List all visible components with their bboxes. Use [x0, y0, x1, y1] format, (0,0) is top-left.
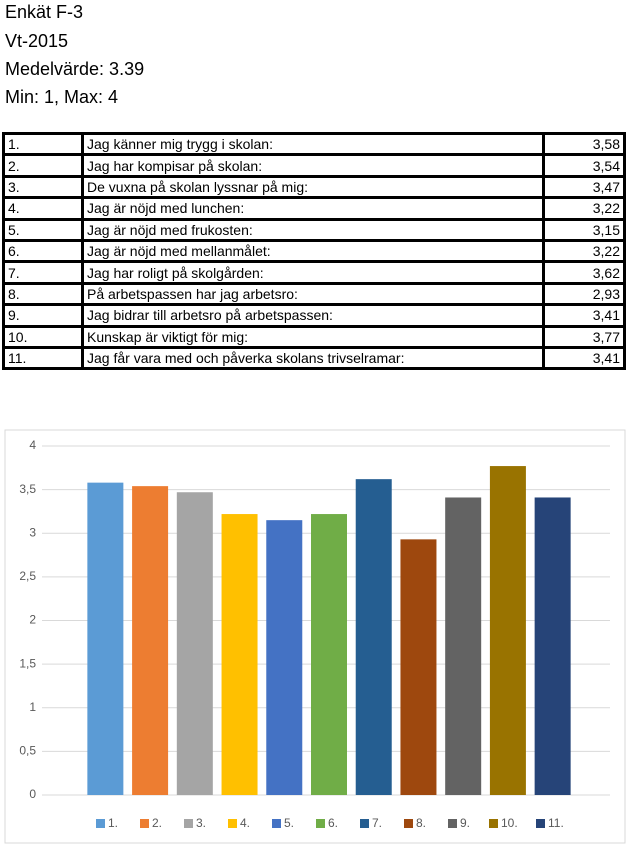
table-cell: 9.: [2, 303, 84, 328]
legend-label: 8.: [416, 816, 426, 830]
table-row: 10. Kunskap är viktigt för mig: 3,77: [2, 324, 626, 349]
y-tick-label: 0: [29, 787, 36, 801]
header-line: Vt-2015: [5, 31, 69, 51]
table-cell: 4.: [2, 196, 84, 221]
legend-swatch: [316, 819, 325, 828]
bar: [311, 514, 347, 795]
table-row: 4. Jag är nöjd med lunchen: 3,22: [2, 196, 626, 221]
y-tick-label: 2: [29, 613, 36, 627]
bar: [534, 497, 571, 795]
table-row: 3. De vuxna på skolan lyssnar på mig: 3,47: [2, 174, 626, 200]
header-line: Min: 1, Max: 4: [5, 87, 119, 107]
legend-swatch: [536, 819, 545, 828]
legend-swatch: [404, 819, 413, 828]
table-row: 11. Jag får vara med och påverka skolans …: [2, 345, 626, 371]
legend-label: 1.: [108, 816, 118, 830]
table-cell: 3,41: [542, 345, 626, 371]
table-cell: 8.: [2, 281, 84, 307]
table-cell: 3,15: [542, 217, 626, 242]
table-row: 6. Jag är nöjd med mellanmålet: 3,22: [2, 238, 626, 264]
header-line: Medelvärde: 3.39: [5, 59, 145, 79]
legend-label: 7.: [372, 816, 382, 830]
table-cell: Jag har roligt på skolgården:: [81, 260, 545, 285]
table-cell: 3.: [2, 174, 84, 200]
legend-swatch: [360, 819, 369, 828]
table-cell: Kunskap är viktigt för mig:: [81, 324, 545, 349]
y-tick-label: 3: [29, 525, 36, 539]
y-tick-label: 1: [29, 700, 36, 714]
bar: [400, 539, 437, 795]
legend-label: 4.: [240, 816, 250, 830]
legend-swatch: [489, 819, 498, 828]
table-cell: 3,41: [542, 303, 626, 328]
table-cell: 2,93: [542, 281, 626, 307]
table-cell: Jag känner mig trygg i skolan:: [81, 131, 545, 157]
table-cell: På arbetspassen har jag arbetsro:: [81, 281, 545, 307]
bar: [445, 497, 482, 795]
table-cell: Jag är nöjd med frukosten:: [81, 217, 545, 242]
table-cell: Jag har kompisar på skolan:: [81, 153, 545, 178]
table-cell: 10.: [2, 324, 84, 349]
table-cell: 3,62: [542, 260, 626, 285]
table-cell: Jag bidrar till arbetsro på arbetspassen…: [81, 303, 545, 328]
table-cell: Jag får vara med och påverka skolans tri…: [81, 345, 545, 371]
legend-swatch: [184, 819, 193, 828]
table-row: 9. Jag bidrar till arbetsro på arbetspass…: [2, 303, 626, 328]
table-cell: 7.: [2, 260, 84, 285]
legend-label: 10.: [501, 816, 518, 830]
bar: [355, 479, 392, 795]
y-tick-label: 0,5: [19, 744, 36, 758]
table-row: 8. På arbetspassen har jag arbetsro: 2,93: [2, 281, 626, 307]
table-cell: 3,54: [542, 153, 626, 178]
legend-swatch: [96, 819, 105, 828]
y-tick-label: 2,5: [19, 569, 36, 583]
table-cell: Jag är nöjd med lunchen:: [81, 196, 545, 221]
table-cell: 6.: [2, 238, 84, 264]
table-cell: 3,22: [542, 196, 626, 221]
legend-swatch: [272, 819, 281, 828]
table-cell: 3,77: [542, 324, 626, 349]
table-cell: 1.: [2, 131, 84, 157]
bar: [132, 486, 169, 795]
table-cell: 3,47: [542, 174, 626, 200]
legend-label: 3.: [196, 816, 206, 830]
table-cell: 3,22: [542, 238, 626, 264]
legend-swatch: [228, 819, 237, 828]
legend-label: 9.: [460, 816, 470, 830]
y-tick-label: 3,5: [19, 482, 36, 496]
table-cell: De vuxna på skolan lyssnar på mig:: [81, 174, 545, 200]
bar: [221, 514, 258, 795]
table-row: 2. Jag har kompisar på skolan: 3,54: [2, 153, 626, 178]
y-tick-label: 4: [29, 438, 36, 452]
bar: [87, 482, 124, 795]
legend-swatch: [140, 819, 149, 828]
table-row: 7. Jag har roligt på skolgården: 3,62: [2, 260, 626, 285]
y-tick-label: 1,5: [19, 656, 36, 670]
table-cell: Jag är nöjd med mellanmålet:: [81, 238, 545, 264]
table-row: 1. Jag känner mig trygg i skolan: 3,58: [2, 131, 626, 157]
header-line: Enkät F-3: [5, 2, 84, 22]
table-row: 5. Jag är nöjd med frukosten: 3,15: [2, 217, 626, 242]
table-cell: 11.: [2, 345, 84, 371]
table-cell: 3,58: [542, 131, 626, 157]
bar: [176, 492, 213, 795]
bar: [489, 466, 526, 795]
survey-table: 1. Jag känner mig trygg i skolan: 3,58 2. Ja…: [2, 131, 626, 371]
bar: [266, 520, 303, 795]
legend-label: 5.: [284, 816, 294, 830]
legend-label: 6.: [328, 816, 338, 830]
legend-label: 2.: [152, 816, 162, 830]
table-cell: 2.: [2, 153, 84, 178]
legend-label: 11.: [548, 816, 564, 830]
legend-swatch: [448, 819, 457, 828]
table-cell: 5.: [2, 217, 84, 242]
